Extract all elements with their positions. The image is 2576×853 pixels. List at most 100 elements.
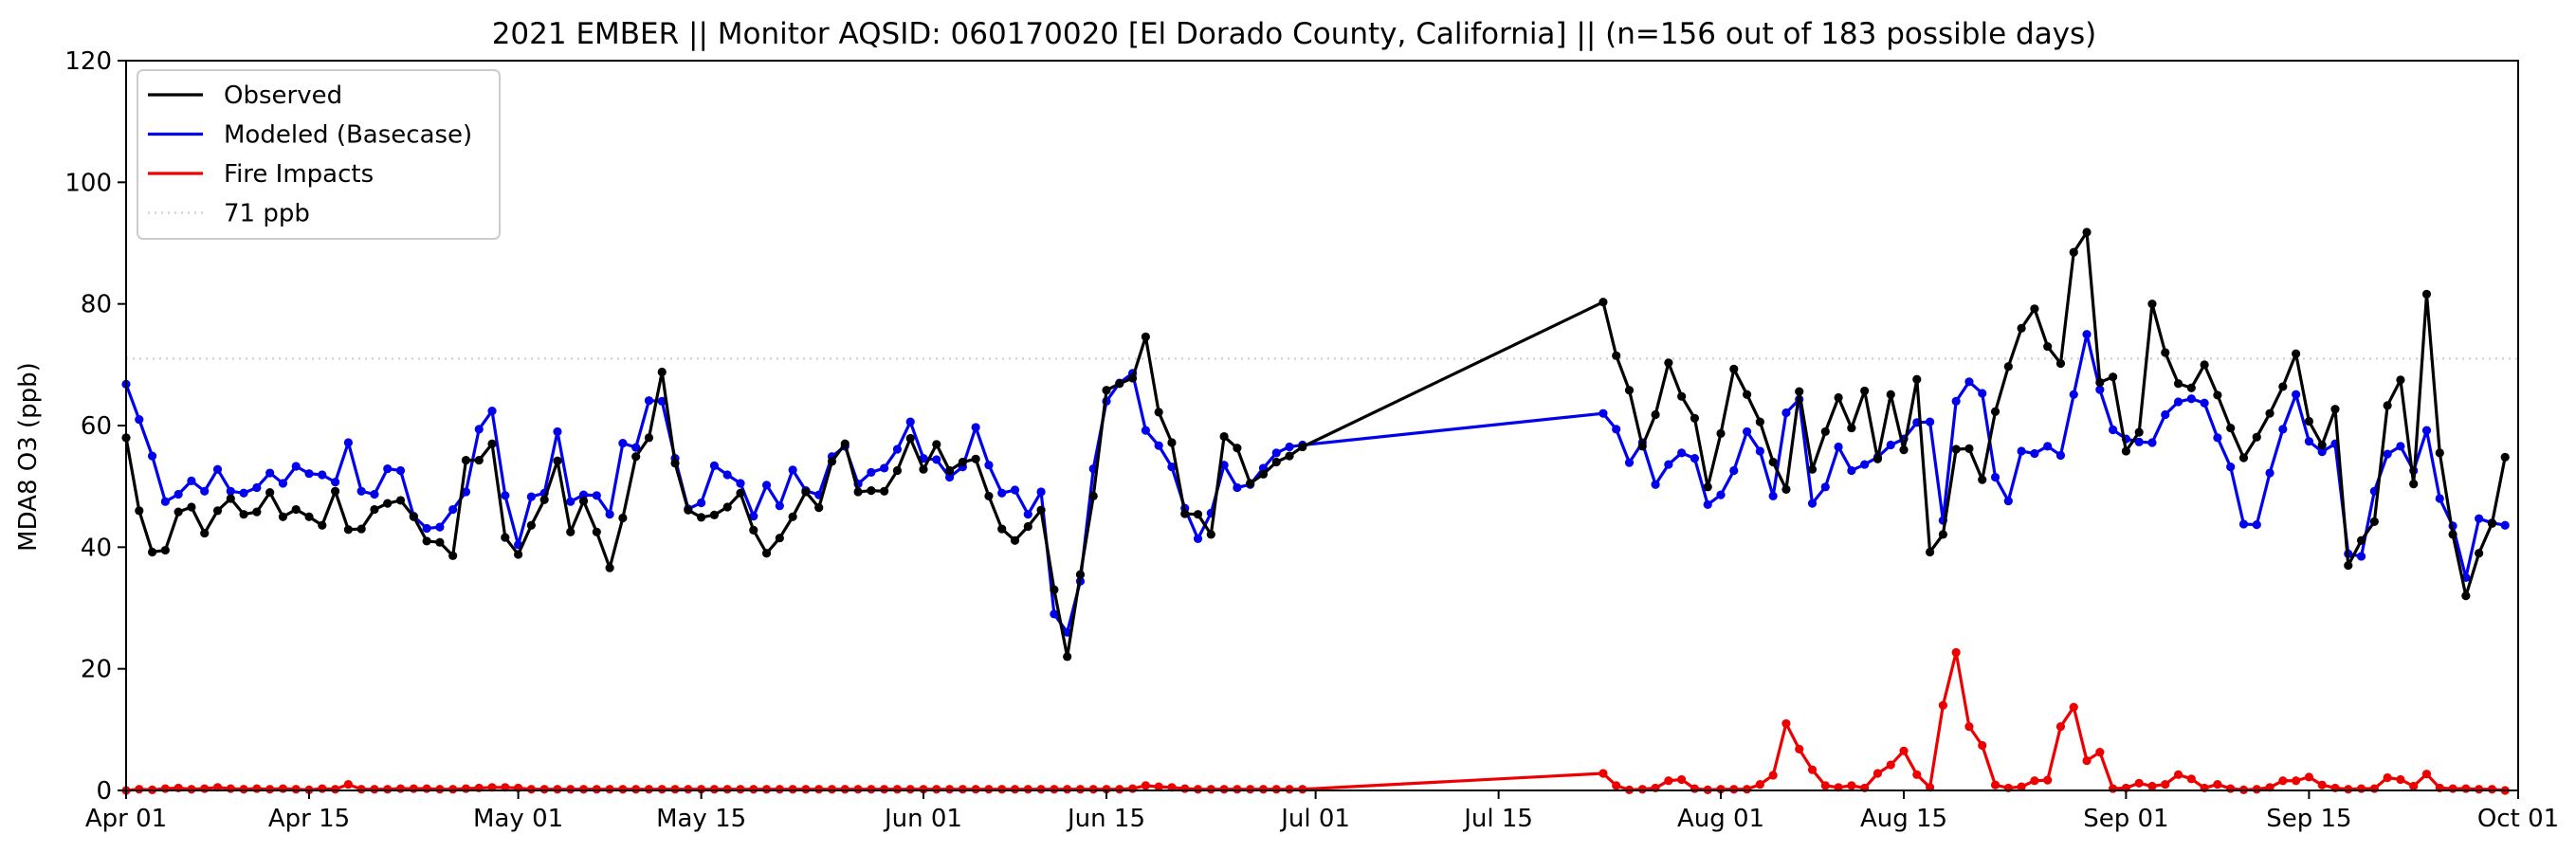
data-point bbox=[1742, 426, 1752, 437]
data-point bbox=[2292, 776, 2301, 786]
data-point bbox=[1637, 442, 1647, 451]
data-point bbox=[2487, 518, 2497, 528]
data-point bbox=[2369, 517, 2379, 526]
data-point bbox=[1612, 425, 1621, 434]
data-point bbox=[1010, 535, 1020, 545]
data-point bbox=[2278, 425, 2288, 434]
data-point bbox=[200, 784, 210, 793]
data-point bbox=[1925, 417, 1935, 426]
data-point bbox=[1742, 785, 1752, 794]
data-point bbox=[1938, 700, 1947, 710]
data-point bbox=[1258, 785, 1269, 794]
data-point bbox=[1063, 652, 1072, 662]
data-point bbox=[422, 523, 431, 534]
data-point bbox=[1063, 785, 1072, 794]
data-point bbox=[2121, 446, 2130, 456]
data-point bbox=[2173, 379, 2183, 389]
data-point bbox=[2147, 438, 2157, 447]
data-point bbox=[1285, 442, 1294, 452]
data-point bbox=[1847, 423, 1856, 433]
data-point bbox=[370, 489, 379, 499]
data-point bbox=[200, 486, 210, 496]
data-point bbox=[592, 527, 601, 536]
data-point bbox=[657, 367, 667, 377]
data-point bbox=[1912, 374, 1922, 384]
data-point bbox=[2487, 785, 2497, 794]
data-point bbox=[135, 414, 144, 425]
data-point bbox=[147, 547, 157, 557]
data-point bbox=[252, 784, 262, 793]
data-point bbox=[395, 496, 406, 505]
data-point bbox=[1886, 760, 1895, 770]
x-tick-label: Aug 15 bbox=[1860, 805, 1947, 833]
data-point bbox=[1847, 781, 1856, 790]
data-point bbox=[657, 396, 667, 406]
data-point bbox=[1624, 458, 1635, 467]
data-point bbox=[383, 499, 393, 508]
data-point bbox=[2356, 552, 2366, 561]
x-axis: Apr 01 Apr 15 May 01 May 15 Jun 01 Jun 15 Jul … bbox=[85, 790, 2559, 833]
data-point bbox=[343, 438, 353, 447]
data-point bbox=[2226, 423, 2236, 433]
data-point bbox=[1154, 782, 1163, 791]
data-point bbox=[1036, 487, 1046, 497]
data-point bbox=[605, 563, 614, 572]
data-point bbox=[2475, 785, 2484, 794]
data-point bbox=[2317, 446, 2327, 457]
data-point bbox=[383, 463, 393, 474]
data-point bbox=[1820, 482, 1830, 492]
data-point bbox=[356, 785, 366, 794]
data-point bbox=[1023, 510, 1032, 519]
data-point bbox=[2435, 448, 2444, 458]
data-point bbox=[1729, 364, 1739, 373]
data-point bbox=[2252, 432, 2261, 442]
data-point bbox=[2017, 323, 2026, 333]
data-point bbox=[644, 785, 654, 794]
data-point bbox=[2109, 425, 2118, 435]
data-point bbox=[1716, 785, 1726, 794]
data-point bbox=[566, 785, 575, 794]
data-point bbox=[2278, 382, 2288, 391]
data-point bbox=[461, 455, 471, 465]
data-point bbox=[265, 487, 275, 498]
data-point bbox=[1271, 448, 1281, 458]
data-point bbox=[461, 487, 471, 497]
data-point bbox=[461, 784, 471, 793]
data-point bbox=[2448, 530, 2457, 539]
data-point bbox=[2292, 390, 2301, 399]
data-point bbox=[1271, 457, 1281, 467]
data-point bbox=[1690, 784, 1700, 793]
data-point bbox=[1088, 491, 1098, 501]
data-point bbox=[761, 785, 772, 794]
data-point bbox=[1755, 446, 1764, 456]
data-point bbox=[1820, 426, 1830, 437]
data-point bbox=[1193, 510, 1203, 519]
data-point bbox=[2409, 781, 2419, 791]
x-tick-label: Oct 01 bbox=[2477, 805, 2559, 833]
data-point bbox=[1127, 373, 1138, 383]
data-point bbox=[814, 503, 824, 513]
data-point bbox=[1768, 491, 1778, 501]
data-point bbox=[187, 785, 196, 794]
data-point bbox=[2200, 360, 2209, 370]
data-point bbox=[944, 472, 955, 482]
data-point bbox=[2134, 437, 2144, 446]
data-point bbox=[2186, 774, 2196, 784]
data-point bbox=[2003, 496, 2013, 506]
data-point bbox=[697, 498, 706, 508]
data-point bbox=[487, 439, 497, 448]
data-point bbox=[2317, 440, 2327, 450]
data-point bbox=[2134, 778, 2144, 788]
data-point bbox=[2095, 377, 2105, 388]
data-point bbox=[304, 469, 314, 479]
data-point bbox=[2421, 289, 2432, 299]
data-point bbox=[1664, 776, 1673, 786]
data-point bbox=[1102, 785, 1111, 794]
data-point bbox=[892, 445, 903, 454]
data-point bbox=[592, 785, 601, 794]
data-point bbox=[1886, 390, 1895, 399]
data-point bbox=[892, 785, 903, 794]
data-point bbox=[160, 497, 170, 506]
data-point bbox=[1690, 454, 1700, 463]
data-point bbox=[2213, 779, 2222, 789]
